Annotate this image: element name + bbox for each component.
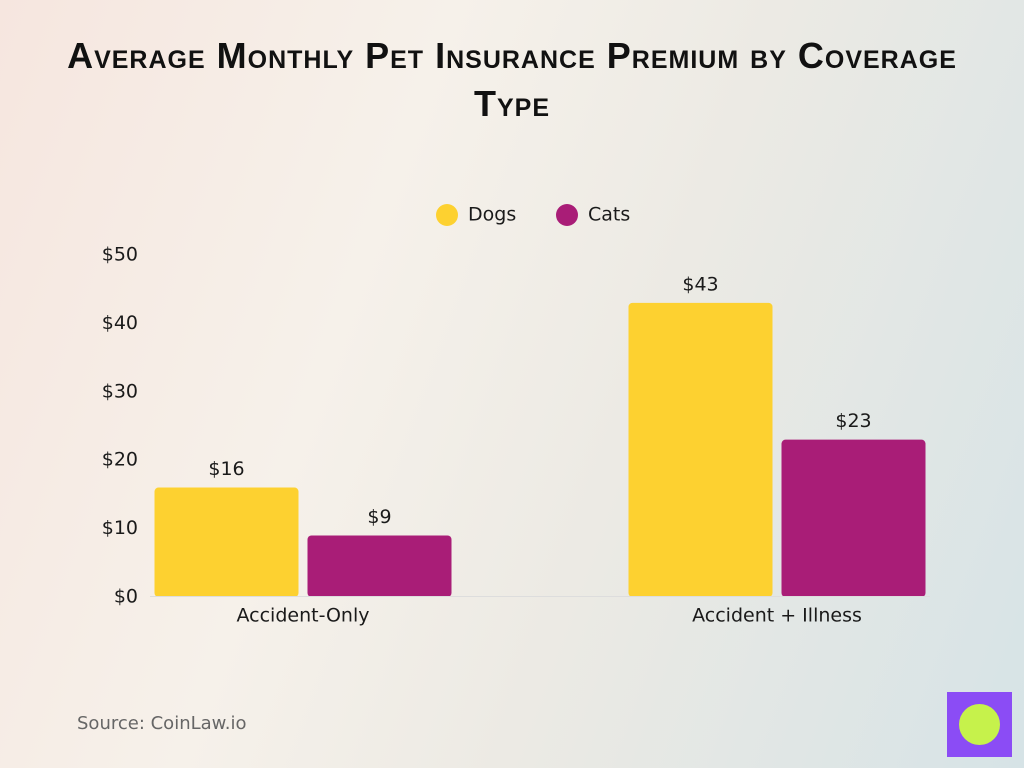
legend-swatch bbox=[556, 204, 578, 226]
legend-swatch bbox=[436, 204, 458, 226]
y-tick-label: $20 bbox=[102, 449, 138, 471]
bar bbox=[781, 439, 926, 597]
y-tick-label: $50 bbox=[102, 244, 138, 266]
y-tick-label: $30 bbox=[102, 380, 138, 402]
chart-title: Average Monthly Pet Insurance Premium by… bbox=[67, 35, 957, 124]
value-label: $16 bbox=[208, 458, 244, 480]
legend-label: Dogs bbox=[468, 204, 516, 226]
bar bbox=[154, 487, 299, 597]
y-tick-label: $40 bbox=[102, 312, 138, 334]
x-tick-label: Accident-Only bbox=[237, 605, 370, 627]
logo-mark bbox=[959, 704, 1000, 745]
y-tick-label: $10 bbox=[102, 517, 138, 539]
legend-label: Cats bbox=[588, 204, 630, 226]
baseline bbox=[150, 596, 930, 597]
value-label: $23 bbox=[835, 410, 871, 432]
bar bbox=[628, 302, 773, 597]
logo bbox=[947, 692, 1012, 757]
value-label: $43 bbox=[682, 273, 718, 295]
value-label: $9 bbox=[367, 506, 391, 528]
y-tick-label: $0 bbox=[114, 586, 138, 608]
bar bbox=[307, 535, 452, 597]
source: Source: CoinLaw.io bbox=[77, 713, 247, 734]
x-tick-label: Accident + Illness bbox=[692, 605, 862, 627]
